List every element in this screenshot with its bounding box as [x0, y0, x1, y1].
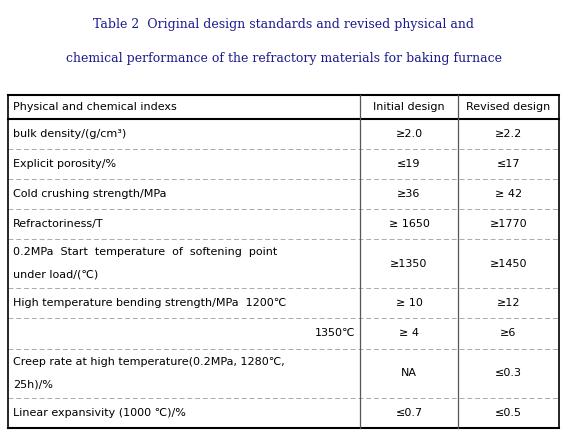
Text: 1350℃: 1350℃ [315, 329, 355, 339]
Text: ≥ 4: ≥ 4 [399, 329, 419, 339]
Text: ≥ 1650: ≥ 1650 [388, 219, 429, 229]
Text: ≥1450: ≥1450 [490, 259, 527, 269]
Text: Creep rate at high temperature(0.2MPa, 1280℃,: Creep rate at high temperature(0.2MPa, 1… [13, 357, 285, 367]
Text: ≤0.3: ≤0.3 [495, 368, 522, 378]
Text: Explicit porosity/%: Explicit porosity/% [13, 159, 116, 169]
Text: Table 2  Original design standards and revised physical and: Table 2 Original design standards and re… [93, 18, 474, 31]
Text: Physical and chemical indexs: Physical and chemical indexs [13, 102, 177, 112]
Text: NA: NA [401, 368, 417, 378]
Text: ≤0.5: ≤0.5 [495, 408, 522, 418]
Text: bulk density/(g/cm³): bulk density/(g/cm³) [13, 128, 126, 139]
Text: Cold crushing strength/MPa: Cold crushing strength/MPa [13, 189, 167, 199]
Text: chemical performance of the refractory materials for baking furnace: chemical performance of the refractory m… [66, 52, 501, 65]
Text: ≥6: ≥6 [500, 329, 517, 339]
Text: Revised design: Revised design [467, 102, 551, 112]
Text: ≤19: ≤19 [397, 159, 421, 169]
Text: 25h)/%: 25h)/% [13, 379, 53, 389]
Text: ≤17: ≤17 [497, 159, 521, 169]
Text: Linear expansivity (1000 ℃)/%: Linear expansivity (1000 ℃)/% [13, 408, 186, 418]
Text: ≤0.7: ≤0.7 [395, 408, 422, 418]
Text: ≥36: ≥36 [397, 189, 421, 199]
Text: ≥ 10: ≥ 10 [396, 299, 422, 309]
Text: ≥12: ≥12 [497, 299, 521, 309]
Text: ≥2.0: ≥2.0 [395, 128, 422, 139]
Text: Initial design: Initial design [373, 102, 445, 112]
Text: ≥1350: ≥1350 [390, 259, 428, 269]
Text: Refractoriness/T: Refractoriness/T [13, 219, 104, 229]
Text: ≥2.2: ≥2.2 [495, 128, 522, 139]
Text: 0.2MPa  Start  temperature  of  softening  point: 0.2MPa Start temperature of softening po… [13, 247, 277, 257]
Text: High temperature bending strength/MPa  1200℃: High temperature bending strength/MPa 12… [13, 299, 286, 309]
Text: ≥ 42: ≥ 42 [495, 189, 522, 199]
Text: under load/(℃): under load/(℃) [13, 270, 98, 279]
Text: ≥1770: ≥1770 [490, 219, 527, 229]
